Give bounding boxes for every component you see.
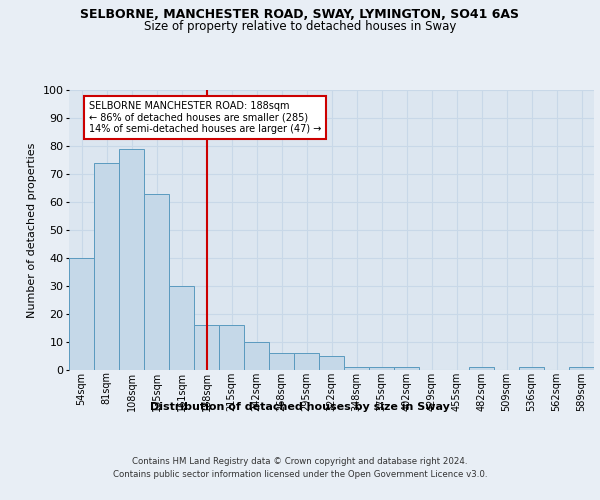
Bar — [294, 353, 319, 370]
Text: Size of property relative to detached houses in Sway: Size of property relative to detached ho… — [144, 20, 456, 33]
Bar — [69, 258, 94, 370]
Bar — [94, 163, 119, 370]
Bar — [569, 367, 594, 370]
Text: SELBORNE MANCHESTER ROAD: 188sqm
← 86% of detached houses are smaller (285)
14% : SELBORNE MANCHESTER ROAD: 188sqm ← 86% o… — [89, 101, 322, 134]
Bar — [144, 194, 169, 370]
Bar — [394, 367, 419, 370]
Bar — [194, 325, 219, 370]
Text: SELBORNE, MANCHESTER ROAD, SWAY, LYMINGTON, SO41 6AS: SELBORNE, MANCHESTER ROAD, SWAY, LYMINGT… — [80, 8, 520, 20]
Bar — [319, 356, 344, 370]
Bar — [169, 286, 194, 370]
Bar — [244, 342, 269, 370]
Bar — [369, 367, 394, 370]
Y-axis label: Number of detached properties: Number of detached properties — [27, 142, 37, 318]
Bar — [469, 367, 494, 370]
Bar — [219, 325, 244, 370]
Bar — [344, 367, 369, 370]
Bar — [269, 353, 294, 370]
Text: Contains public sector information licensed under the Open Government Licence v3: Contains public sector information licen… — [113, 470, 487, 479]
Text: Contains HM Land Registry data © Crown copyright and database right 2024.: Contains HM Land Registry data © Crown c… — [132, 458, 468, 466]
Bar — [119, 149, 144, 370]
Text: Distribution of detached houses by size in Sway: Distribution of detached houses by size … — [150, 402, 450, 412]
Bar — [519, 367, 544, 370]
